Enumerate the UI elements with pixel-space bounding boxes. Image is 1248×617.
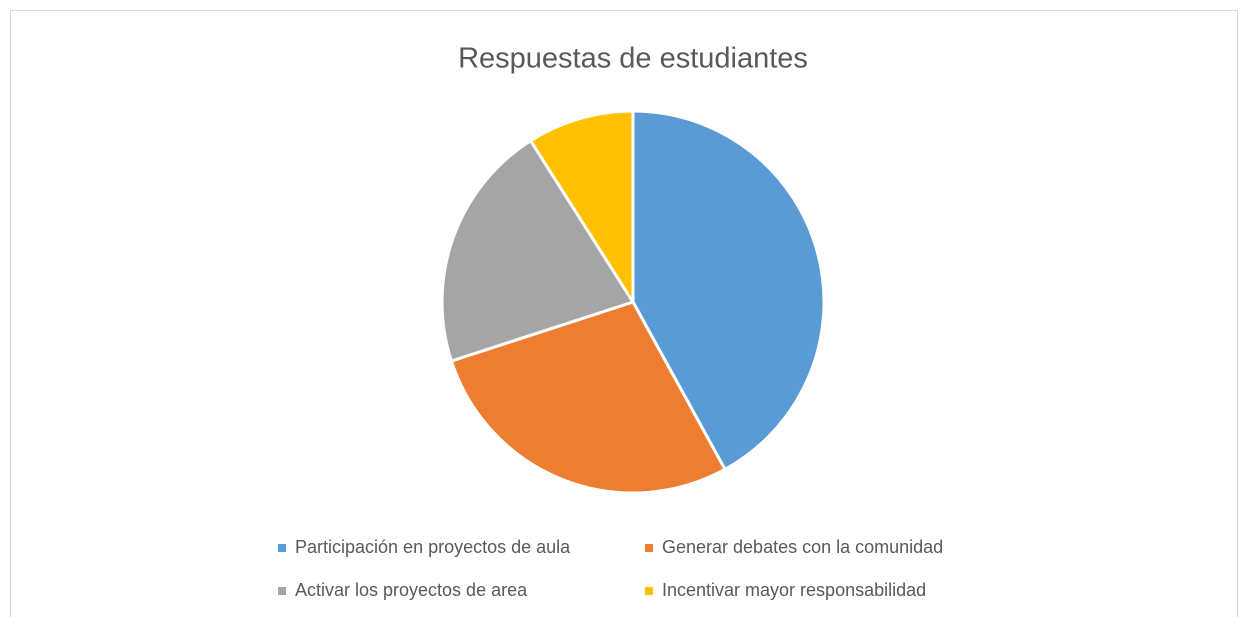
legend-label: Incentivar mayor responsabilidad: [662, 580, 926, 600]
chart-title: Respuestas de estudiantes: [458, 43, 808, 75]
legend-marker: [645, 544, 653, 552]
legend-label: Participación en proyectos de aula: [295, 537, 571, 557]
legend-label: Activar los proyectos de area: [295, 580, 528, 600]
pie-slice: [449, 300, 728, 495]
legend-marker: [278, 544, 286, 552]
legend-label: Generar debates con la comunidad: [662, 537, 943, 557]
legend-marker: [278, 587, 286, 595]
chart-frame: [10, 10, 1238, 617]
pie-slice: [528, 109, 635, 308]
pie-slice: [631, 109, 826, 472]
pie-slice: [440, 138, 636, 363]
legend-marker: [645, 587, 653, 595]
